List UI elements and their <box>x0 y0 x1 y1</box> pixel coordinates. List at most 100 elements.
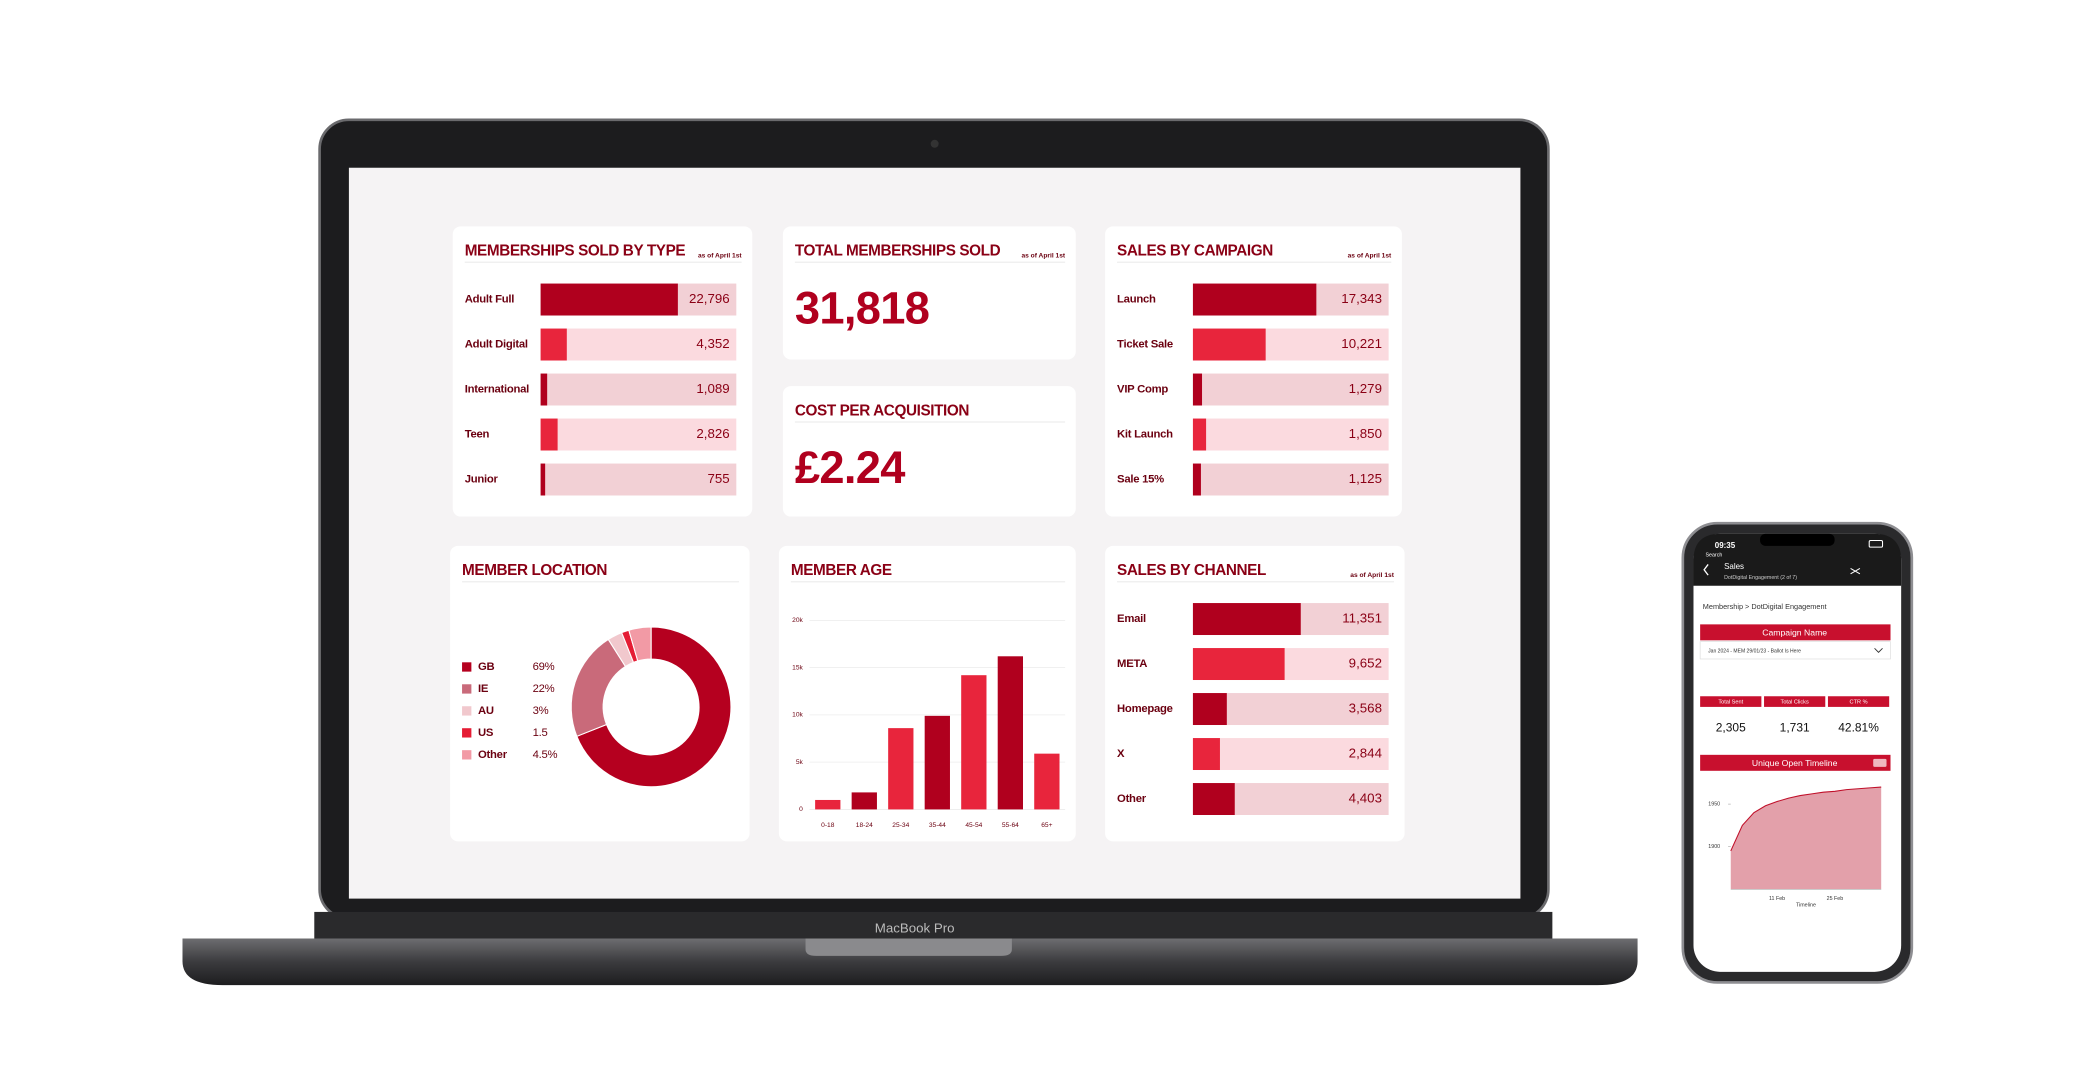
value-label: 4,403 <box>1349 791 1382 806</box>
bar <box>540 463 546 496</box>
row-label: X <box>1117 748 1125 760</box>
bar <box>1192 693 1227 726</box>
bar <box>997 656 1024 810</box>
phone-subtitle: DotDigital Engagement (2 of 7) <box>1724 575 1797 581</box>
x-tick-label: 18-24 <box>856 822 873 829</box>
phone-kpi-value: 42.81% <box>1838 720 1879 734</box>
timeline-header <box>1700 754 1891 771</box>
legend-swatch <box>462 684 472 694</box>
phone-back: Search <box>1705 553 1722 559</box>
bar-track <box>540 418 737 451</box>
legend-label: US <box>478 727 494 739</box>
bar <box>540 418 558 451</box>
legend-label: GB <box>478 661 495 673</box>
row-label: META <box>1117 658 1147 670</box>
phone-kpi-header <box>1764 696 1826 707</box>
filter-dropdown[interactable] <box>1699 641 1891 660</box>
bar <box>1192 603 1301 636</box>
row-label: VIP Comp <box>1117 384 1168 396</box>
panel-title: TOTAL MEMBERSHIPS SOLD <box>795 243 1001 260</box>
kpi-value: £2.24 <box>795 442 905 493</box>
legend-label: IE <box>478 683 489 695</box>
bar <box>924 715 950 810</box>
bar <box>1192 648 1285 681</box>
bar <box>1034 753 1060 810</box>
y-tick-label: 5k <box>796 759 804 766</box>
bar-track <box>1192 738 1389 771</box>
value-label: 2,844 <box>1349 746 1382 761</box>
area-fill <box>1730 787 1882 890</box>
phone-kpi-value: 1,731 <box>1780 720 1810 734</box>
x-tick-label: 65+ <box>1041 822 1052 829</box>
legend-swatch <box>462 750 472 760</box>
value-label: 17,343 <box>1341 291 1382 306</box>
y-tick-label: 1900 <box>1708 844 1720 850</box>
row-label: Teen <box>465 429 490 441</box>
laptop-base <box>182 938 1638 986</box>
value-label: 1,125 <box>1349 471 1382 486</box>
x-axis-title: Timeline <box>1796 903 1816 909</box>
breadcrumb: Membership > DotDigital Engagement <box>1703 602 1827 611</box>
legend-value: 4.5% <box>533 749 558 761</box>
row-label: Adult Full <box>465 294 515 306</box>
bar <box>1192 283 1317 316</box>
back-icon <box>1703 564 1709 576</box>
bar <box>1192 328 1266 361</box>
x-tick-label: 25 Feb <box>1827 896 1844 902</box>
value-label: 1,279 <box>1349 381 1382 396</box>
bar-track <box>540 328 737 361</box>
legend-value: 69% <box>533 661 555 673</box>
legend-swatch <box>462 706 472 716</box>
phone-kpi-label: CTR % <box>1850 700 1868 706</box>
panel-title: MEMBER LOCATION <box>462 562 607 579</box>
area-line <box>1730 786 1882 852</box>
value-label: 1,850 <box>1349 426 1382 441</box>
panel <box>782 226 1076 360</box>
filter-header <box>1700 624 1891 641</box>
value-label: 9,652 <box>1349 656 1382 671</box>
y-tick-label: 0 <box>799 806 803 813</box>
y-tick-label: 20k <box>792 617 803 624</box>
panel-note: as of April 1st <box>1348 252 1392 259</box>
panel-note: as of April 1st <box>1350 572 1394 579</box>
y-tick-label: 1950 <box>1708 801 1720 807</box>
x-tick-label: 11 Feb <box>1769 896 1785 902</box>
phone-header <box>1693 533 1902 586</box>
phone-kpi-header <box>1827 696 1890 707</box>
phone-kpi-label: Total Sent <box>1718 700 1743 706</box>
row-label: Email <box>1117 613 1146 625</box>
legend-value: 1.5 <box>533 727 548 739</box>
bar <box>1192 373 1203 406</box>
row-label: Junior <box>465 474 499 486</box>
donut-slice <box>576 626 732 788</box>
panel-note: as of April 1st <box>698 252 742 259</box>
row-label: Launch <box>1117 294 1156 306</box>
x-tick-label: 0-18 <box>821 822 835 829</box>
kpi-value: 31,818 <box>795 282 929 333</box>
value-label: 22,796 <box>689 291 730 306</box>
filter-title: Campaign Name <box>1762 627 1827 637</box>
phone-kpi-label: Total Clicks <box>1781 700 1809 706</box>
panel <box>782 386 1076 517</box>
bar <box>815 799 841 810</box>
bar-track <box>540 463 737 496</box>
phone-notch <box>1760 533 1835 546</box>
phone-time: 09:35 <box>1715 541 1736 550</box>
bar <box>540 328 567 361</box>
bar <box>1192 738 1220 771</box>
panel-title: COST PER ACQUISITION <box>795 402 970 419</box>
legend-value: 3% <box>533 705 549 717</box>
legend-value: 22% <box>533 683 555 695</box>
panel-note: as of April 1st <box>1021 252 1065 259</box>
x-tick-label: 45-54 <box>965 822 982 829</box>
x-tick-label: 25-34 <box>892 822 909 829</box>
bar <box>961 675 987 810</box>
row-label: Adult Digital <box>465 339 528 351</box>
chevron <box>1874 648 1883 653</box>
bar <box>1192 783 1235 816</box>
donut-slice <box>628 626 652 662</box>
row-label: International <box>465 384 529 396</box>
